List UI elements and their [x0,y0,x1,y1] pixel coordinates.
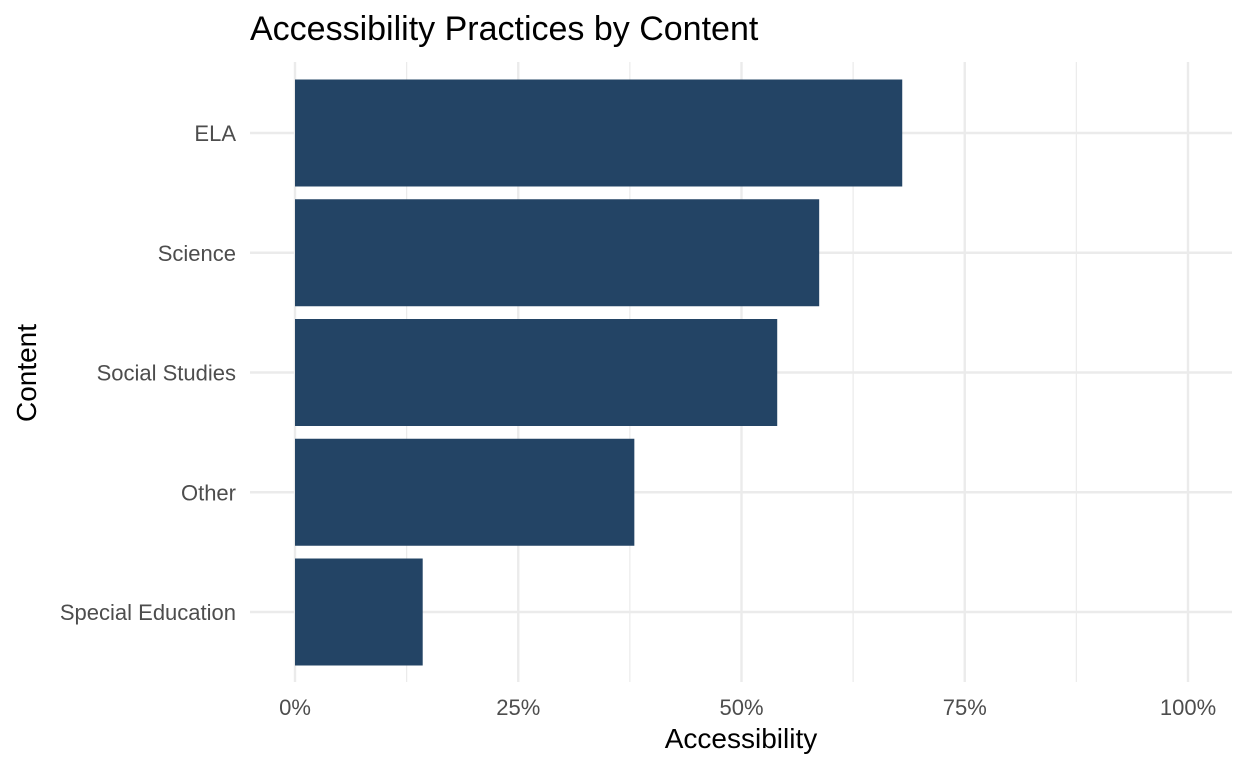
x-tick-label: 25% [496,695,540,720]
bar [295,438,635,546]
y-tick-label: Special Education [60,600,236,625]
y-axis-title: Content [11,324,42,422]
x-axis-title: Accessibility [665,723,817,754]
bar [295,319,778,426]
bar [295,558,423,666]
x-tick-labels: 0% 25% 50% 75% 100% [279,695,1216,720]
y-tick-labels: ELA Science Social Studies Other Special Edu… [60,121,236,625]
chart-title: Accessibility Practices by Content [250,10,759,48]
bar [295,79,903,187]
y-tick-label: Social Studies [97,361,236,386]
bar [295,199,820,307]
x-tick-label: 75% [943,695,987,720]
x-tick-label: 100% [1160,695,1216,720]
y-tick-label: Science [158,241,236,266]
y-tick-label: Other [181,480,236,505]
x-tick-label: 0% [279,695,311,720]
y-tick-label: ELA [194,121,236,146]
bars [295,79,903,666]
x-tick-label: 50% [719,695,763,720]
